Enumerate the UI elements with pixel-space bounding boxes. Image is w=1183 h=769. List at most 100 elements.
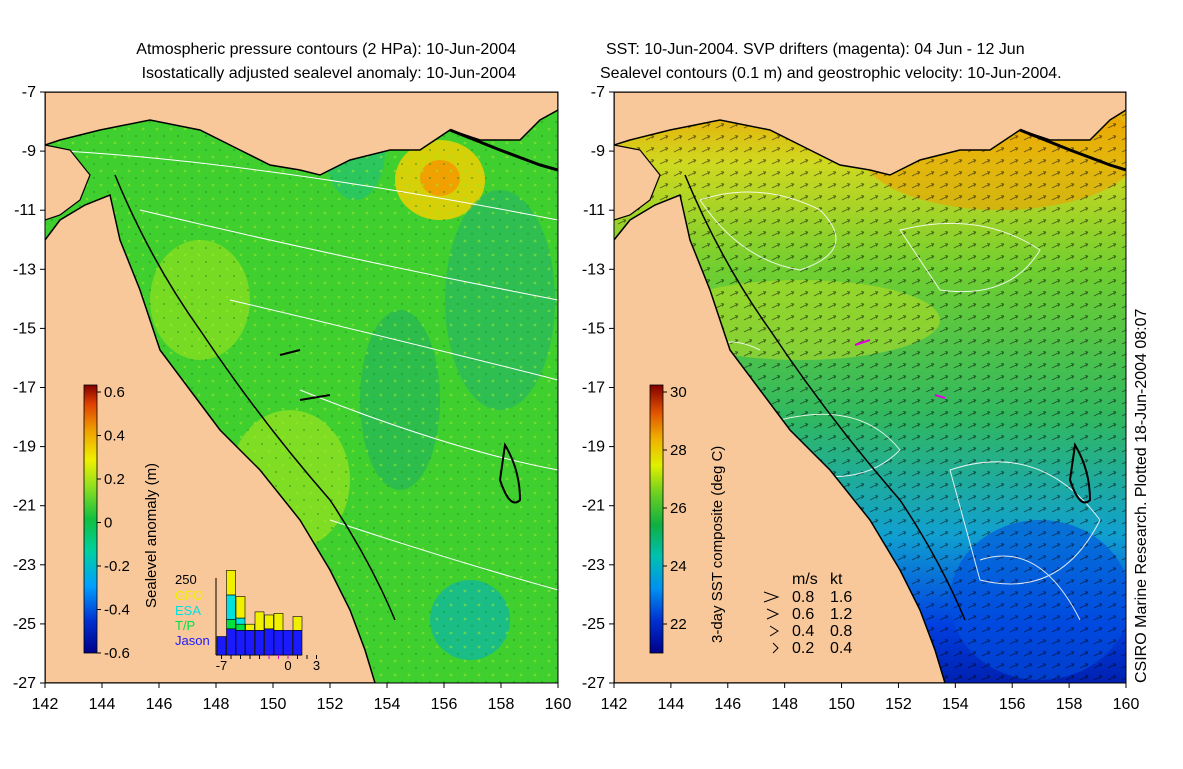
- left-y-tick-label: -9: [22, 143, 36, 160]
- right-y-tick-label: -17: [582, 380, 605, 397]
- left-x-tick-label: 152: [317, 696, 344, 713]
- sla-cb-tick-label: -0.6: [104, 645, 130, 662]
- inset-legend-item: ESA: [175, 603, 201, 618]
- right-x-tick-label: 148: [771, 696, 798, 713]
- sst-colorbar-ticks: 30 28 26 24 22: [663, 384, 687, 633]
- inset-bar-jason: [292, 630, 303, 656]
- inset-x-tick-label: 3: [313, 658, 320, 673]
- cape-york-right: [614, 144, 661, 221]
- png-landmass-right: [614, 92, 1126, 176]
- png-landmass: [45, 92, 558, 176]
- left-y-tick-label: -25: [13, 616, 36, 633]
- left-y-tick-label: -11: [14, 202, 36, 219]
- inset-bar-tp: [226, 619, 236, 630]
- inset-bar-jason: [273, 630, 284, 656]
- right-x-tick-label: 158: [1056, 696, 1083, 713]
- left-x-tick-label: 146: [146, 696, 173, 713]
- inset-bar-jason: [226, 628, 236, 656]
- left-x-axis: 142 144 146 148 150 152 154 156 158 160: [32, 683, 572, 713]
- inset-bar-esa: [235, 617, 246, 625]
- right-title-line2: Sealevel contours (0.1 m) and geostrophi…: [600, 65, 1062, 82]
- svp-drifter-track: [934, 394, 946, 399]
- reef-outline-right: [684, 174, 966, 621]
- inset-x-tick-label: -7: [216, 658, 228, 673]
- right-x-tick-label: 160: [1113, 696, 1140, 713]
- left-y-tick-label: -23: [13, 557, 36, 574]
- left-x-tick-label: 144: [89, 696, 116, 713]
- inset-legend-item: GFO: [175, 588, 203, 603]
- sst-cb-tick-label: 28: [670, 442, 687, 459]
- velocity-arrow-icon: [763, 591, 780, 603]
- velocity-legend-rows: 0.8 1.60.6 1.20.4 0.80.2 0.4: [763, 589, 852, 657]
- inset-bar-esa: [226, 594, 236, 620]
- right-y-tick-label: -9: [591, 143, 605, 160]
- velocity-ms-value: 0.6: [792, 606, 814, 623]
- credit-text: CSIRO Marine Research. Plotted 18-Jun-20…: [1133, 308, 1150, 683]
- left-y-tick-label: -17: [13, 380, 36, 397]
- inset-x-tick-label: 0: [284, 658, 291, 673]
- sla-colorbar-label: Sealevel anomaly (m): [143, 463, 160, 608]
- right-x-axis: 142 144 146 148 150 152 154 156 158 160: [601, 683, 1140, 713]
- sla-cb-tick-label: -0.2: [104, 558, 130, 575]
- inset-bar-gfo: [226, 569, 236, 596]
- velocity-arrow-icon: [766, 608, 780, 620]
- sla-colorbar: [83, 384, 98, 654]
- sla-cb-tick-label: 0.4: [104, 428, 125, 445]
- velocity-kt-value: 0.4: [830, 640, 852, 657]
- inset-bar-jason: [216, 636, 227, 656]
- inset-bar-gfo: [254, 611, 265, 631]
- left-y-tick-label: -7: [22, 84, 36, 101]
- velocity-ms-value: 0.2: [792, 640, 814, 657]
- left-y-tick-label: -27: [13, 675, 36, 692]
- left-y-tick-label: -19: [13, 439, 36, 456]
- right-x-tick-label: 142: [601, 696, 628, 713]
- cape-york: [45, 144, 91, 221]
- right-x-tick-label: 156: [999, 696, 1026, 713]
- left-title-line1: Atmospheric pressure contours (2 HPa): 1…: [136, 41, 516, 58]
- left-x-tick-label: 160: [545, 696, 572, 713]
- sst-cb-tick-label: 22: [670, 616, 687, 633]
- left-x-tick-label: 156: [431, 696, 458, 713]
- reef-atoll: [498, 442, 522, 504]
- right-y-tick-label: -23: [582, 557, 605, 574]
- inset-bar-gfo: [235, 596, 246, 619]
- inset-bar-gfo: [245, 623, 255, 631]
- left-y-tick-label: -13: [13, 261, 36, 278]
- left-x-tick-label: 148: [203, 696, 230, 713]
- right-y-tick-label: -27: [582, 675, 605, 692]
- left-y-axis: -7 -9 -11 -13 -15 -17 -19 -21 -23 -25 -27: [13, 84, 45, 692]
- island-chain: [449, 128, 558, 172]
- sla-cb-tick-label: 0: [104, 515, 112, 532]
- left-x-tick-label: 150: [260, 696, 287, 713]
- right-y-tick-label: -21: [582, 498, 605, 515]
- sla-cb-tick-label: 0.6: [104, 384, 125, 401]
- sst-cb-tick-label: 26: [670, 500, 687, 517]
- right-x-tick-label: 154: [942, 696, 969, 713]
- reef-atoll-right: [1068, 442, 1092, 504]
- left-y-tick-label: -15: [13, 320, 36, 337]
- left-map[interactable]: [45, 92, 558, 683]
- sla-cb-tick-label: -0.4: [104, 602, 130, 619]
- right-x-tick-label: 144: [658, 696, 685, 713]
- reef-outline: [114, 174, 396, 621]
- velocity-kt-value: 0.8: [830, 623, 852, 640]
- right-y-tick-label: -7: [591, 84, 605, 101]
- inset-bar-gfo: [273, 613, 284, 631]
- right-map[interactable]: [614, 90, 1140, 683]
- right-x-tick-label: 146: [714, 696, 741, 713]
- right-x-tick-label: 150: [828, 696, 855, 713]
- inset-x-ticks: -7 0 3: [216, 655, 320, 673]
- left-title-line2: Isostatically adjusted sealevel anomaly:…: [142, 65, 517, 82]
- island-chain-right: [1019, 128, 1126, 172]
- velocity-arrow-icon: [772, 642, 779, 654]
- velocity-arrow-icon: [769, 625, 779, 637]
- sst-cb-tick-label: 24: [670, 558, 687, 575]
- sst-colorbar: [649, 384, 664, 654]
- right-y-axis: -7 -9 -11 -13 -15 -17 -19 -21 -23 -25 -27: [582, 84, 614, 692]
- inset-bar-jason: [235, 630, 246, 656]
- inset-legend-item: T/P: [175, 618, 195, 633]
- sst-cb-tick-label: 30: [670, 384, 687, 401]
- velocity-header-ms: m/s: [792, 571, 818, 588]
